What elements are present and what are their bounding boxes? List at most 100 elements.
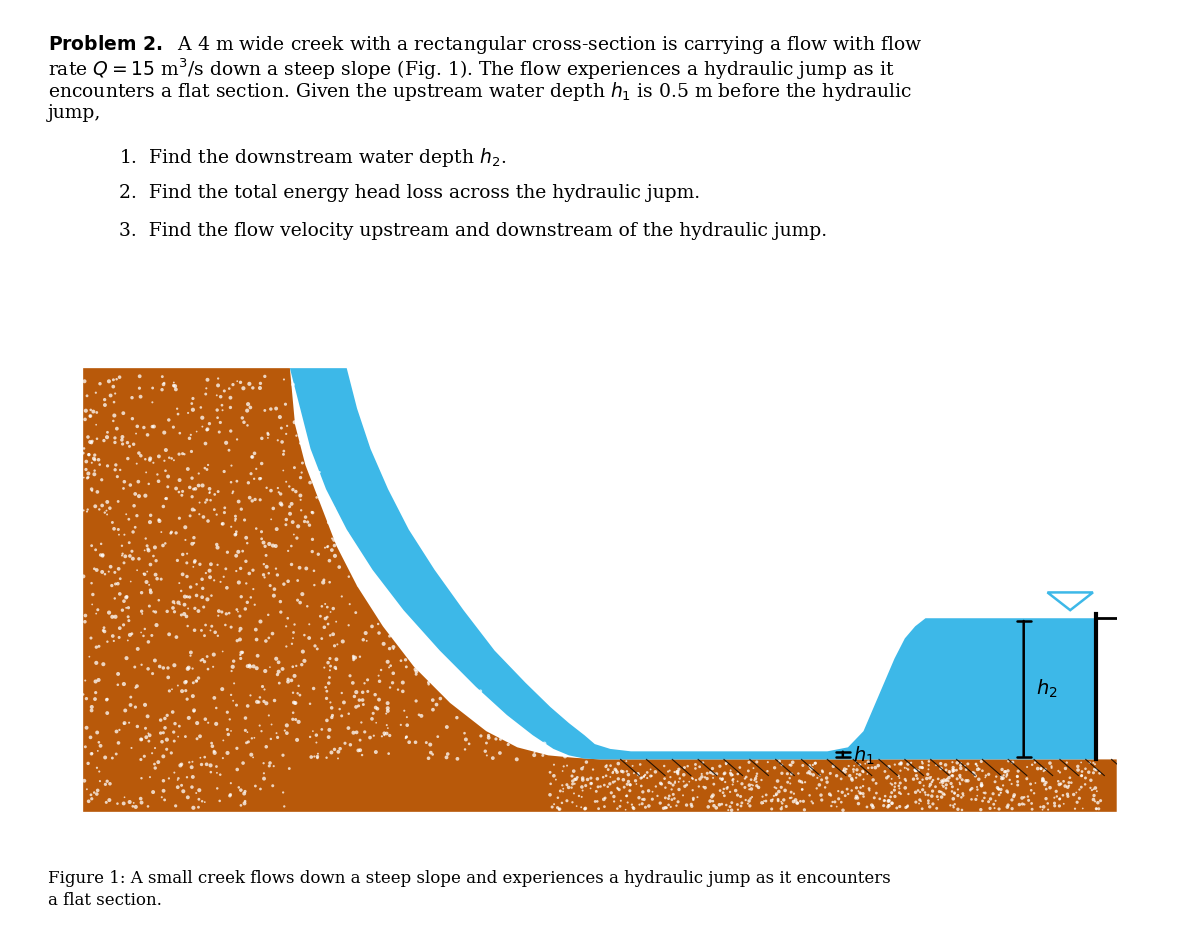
Point <box>965 766 984 781</box>
Point <box>169 780 188 795</box>
Point <box>554 764 573 779</box>
Point <box>770 753 789 768</box>
Point <box>998 784 1017 799</box>
Point <box>274 372 293 387</box>
Point <box>140 769 159 784</box>
Point <box>632 779 651 794</box>
Point <box>437 750 456 765</box>
Point <box>369 674 388 689</box>
Point <box>375 728 394 743</box>
Point <box>360 730 379 745</box>
Point <box>191 750 210 766</box>
Point <box>78 470 97 485</box>
Point <box>908 771 927 786</box>
Point <box>146 604 165 619</box>
Point <box>274 799 293 814</box>
Point <box>289 519 308 534</box>
Point <box>252 430 271 446</box>
Point <box>946 797 965 812</box>
Point <box>103 372 122 387</box>
Point <box>393 675 412 690</box>
Point <box>950 770 969 785</box>
Point <box>94 548 113 563</box>
Point <box>164 375 183 390</box>
Point <box>990 787 1009 802</box>
Point <box>154 499 173 514</box>
Point <box>1083 782 1102 797</box>
Point <box>840 768 859 784</box>
Point <box>556 749 575 764</box>
Point <box>472 729 491 744</box>
Point <box>579 772 598 787</box>
Point <box>157 443 176 458</box>
Point <box>642 762 661 777</box>
Point <box>88 602 107 617</box>
Point <box>571 800 590 815</box>
Point <box>952 790 971 805</box>
Point <box>129 446 148 461</box>
Point <box>160 683 179 699</box>
Point <box>125 660 144 675</box>
Point <box>1086 794 1105 809</box>
Point <box>454 687 473 702</box>
Point <box>232 501 251 516</box>
Point <box>303 505 322 520</box>
Point <box>311 475 330 490</box>
Point <box>874 793 893 808</box>
Point <box>166 526 185 541</box>
Point <box>223 377 242 392</box>
Point <box>921 800 940 815</box>
Point <box>308 749 327 764</box>
Point <box>321 513 340 528</box>
Point <box>95 566 114 582</box>
Point <box>109 527 128 542</box>
Point <box>295 514 314 529</box>
Point <box>636 767 655 783</box>
Point <box>185 554 204 569</box>
Point <box>103 629 122 644</box>
Point <box>961 783 980 798</box>
Point <box>267 726 286 741</box>
Point <box>215 500 234 515</box>
Point <box>327 512 346 527</box>
Point <box>259 631 278 646</box>
Point <box>333 685 352 700</box>
Point <box>77 388 96 403</box>
Point <box>859 754 878 769</box>
Point <box>304 564 323 579</box>
Point <box>201 765 220 780</box>
Point <box>200 416 219 431</box>
Point <box>879 798 898 813</box>
Point <box>254 771 273 786</box>
Point <box>217 545 236 560</box>
Point <box>126 800 145 815</box>
Point <box>151 726 170 741</box>
Point <box>204 573 223 588</box>
Point <box>703 767 722 782</box>
Point <box>230 621 249 636</box>
Point <box>240 490 259 505</box>
Point <box>254 535 273 550</box>
Point <box>285 617 304 632</box>
Point <box>78 502 97 517</box>
Point <box>966 768 985 784</box>
Point <box>121 478 140 493</box>
Point <box>145 540 164 555</box>
Point <box>762 793 781 808</box>
Point <box>242 747 261 762</box>
Point <box>334 634 353 649</box>
Point <box>265 693 284 708</box>
Point <box>910 775 929 790</box>
Point <box>318 539 337 554</box>
Point <box>87 563 106 578</box>
Point <box>796 775 815 790</box>
Point <box>715 766 734 781</box>
Point <box>349 743 368 758</box>
Point <box>990 801 1009 817</box>
Point <box>834 764 853 779</box>
Point <box>782 767 801 782</box>
Point <box>264 759 283 774</box>
Point <box>189 478 208 493</box>
Point <box>651 796 670 811</box>
Point <box>906 763 925 778</box>
